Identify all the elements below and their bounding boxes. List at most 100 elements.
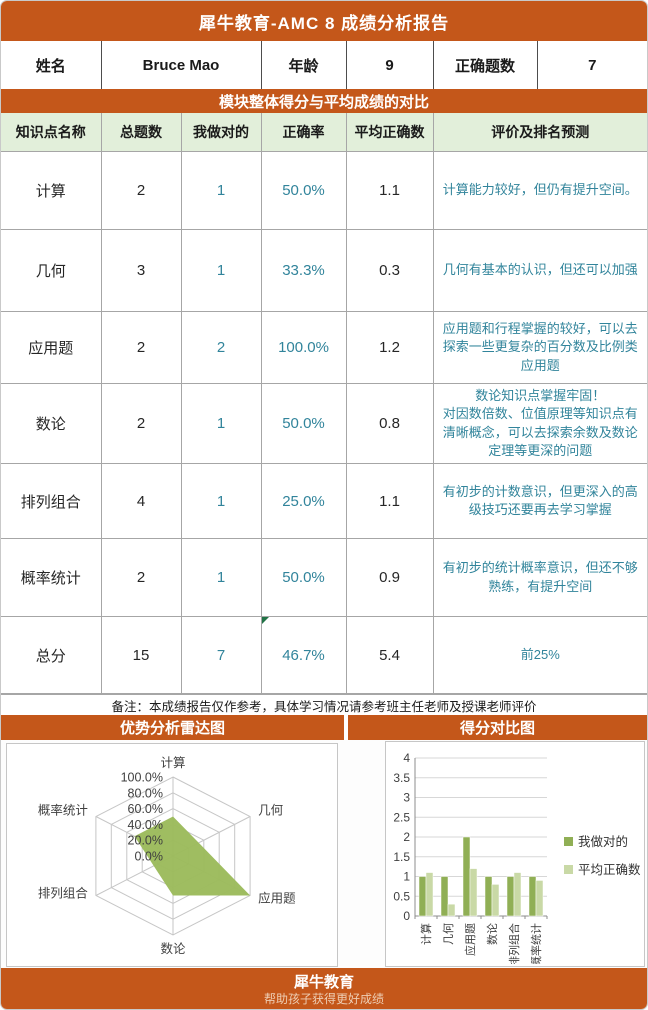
radar-category-label: 计算 bbox=[160, 755, 185, 770]
bar bbox=[535, 880, 544, 917]
correct-count-label: 正确题数 bbox=[432, 41, 537, 89]
rate-cell: 50.0% bbox=[260, 151, 347, 230]
bar bbox=[447, 903, 456, 917]
bar bbox=[469, 868, 478, 917]
footer-slogan: 帮助孩子获得更好成绩 bbox=[263, 992, 384, 1007]
comment-cell: 前25% bbox=[432, 616, 647, 694]
table-row: 应用题 2 2 100.0% 1.2 应用题和行程掌握的较好，可以去探索一些更复杂的百分数… bbox=[1, 311, 647, 384]
bar-chart: 0 0.5 1 1.5 2 2.5 3 3.5 4 计算 几何 应用题 数论 排列组合 概率统计 我做对的平均… bbox=[393, 751, 641, 964]
col-header-mine: 我做对的 bbox=[180, 113, 262, 152]
col-header-comment: 评价及排名预测 bbox=[432, 113, 647, 152]
bar bbox=[528, 876, 537, 917]
bar-ytick-label: 2 bbox=[403, 830, 410, 844]
section-header: 模块整体得分与平均成绩的对比 bbox=[1, 89, 647, 113]
radar-ring-label: 40.0% bbox=[128, 818, 163, 832]
student-info-table: 姓名 Bruce Mao 年龄 9 正确题数 7 bbox=[1, 41, 647, 89]
bar bbox=[491, 884, 500, 917]
comment-cell: 几何有基本的认识，但还可以加强 bbox=[432, 229, 647, 312]
rate-cell: 25.0% bbox=[260, 463, 347, 539]
bar bbox=[513, 872, 522, 917]
legend-swatch bbox=[564, 837, 573, 846]
radar-category-label: 数论 bbox=[160, 941, 186, 956]
comment-cell: 有初步的统计概率意识，但还不够熟练，有提升空间 bbox=[432, 538, 647, 617]
rate-cell: 100.0% bbox=[260, 311, 347, 384]
average-cell: 1.1 bbox=[345, 151, 434, 230]
mine-cell: 1 bbox=[180, 229, 262, 312]
bar bbox=[440, 876, 449, 917]
bar bbox=[418, 876, 427, 917]
table-row: 概率统计 2 1 50.0% 0.9 有初步的统计概率意识，但还不够熟练，有提升空间 bbox=[1, 538, 647, 617]
score-table-body: 计算 2 1 50.0% 1.1 计算能力较好，但仍有提升空间。 几何 3 1 33.3% 0.3 几… bbox=[1, 151, 647, 694]
mine-cell: 1 bbox=[180, 463, 262, 539]
total-cell: 3 bbox=[100, 229, 182, 312]
bar-ytick-label: 4 bbox=[403, 751, 410, 765]
bar-ytick-label: 0 bbox=[403, 909, 410, 923]
radar-chart-title: 优势分析雷达图 bbox=[1, 715, 344, 740]
age-value: 9 bbox=[345, 41, 433, 89]
mine-cell: 7 bbox=[180, 616, 262, 694]
mine-cell: 1 bbox=[180, 151, 262, 230]
chart-section-headers: 优势分析雷达图 得分对比图 bbox=[1, 715, 647, 740]
mine-cell: 2 bbox=[180, 311, 262, 384]
mine-cell: 1 bbox=[180, 538, 262, 617]
comment-cell: 有初步的计数意识，但更深入的高级技巧还要再去学习掌握 bbox=[432, 463, 647, 539]
bar-category-label: 计算 bbox=[419, 923, 433, 945]
bar-ytick-label: 1.5 bbox=[393, 850, 410, 864]
col-header-rate: 正确率 bbox=[260, 113, 347, 152]
footer: 犀牛教育 帮助孩子获得更好成绩 bbox=[1, 968, 647, 1009]
table-row: 总分 15 7 46.7% 5.4 前25% bbox=[1, 616, 647, 694]
topic-cell: 概率统计 bbox=[1, 538, 102, 617]
radar-category-label: 应用题 bbox=[258, 891, 296, 906]
total-cell: 2 bbox=[100, 383, 182, 464]
legend-label: 我做对的 bbox=[578, 834, 628, 849]
page-title: 犀牛教育-AMC 8 成绩分析报告 bbox=[1, 1, 647, 41]
topic-cell: 应用题 bbox=[1, 311, 102, 384]
comment-cell: 应用题和行程掌握的较好，可以去探索一些更复杂的百分数及比例类应用题 bbox=[432, 311, 647, 384]
bar-chart-title: 得分对比图 bbox=[348, 715, 647, 740]
footer-brand: 犀牛教育 bbox=[293, 973, 354, 991]
table-row: 数论 2 1 50.0% 0.8 数论知识点掌握牢固！ 对因数倍数、位值原理等知识点有清晰… bbox=[1, 383, 647, 464]
radar-category-label: 几何 bbox=[258, 803, 284, 818]
radar-ring-label: 60.0% bbox=[128, 802, 163, 816]
legend-label: 平均正确数 bbox=[578, 862, 641, 877]
correct-count-value: 7 bbox=[536, 41, 647, 89]
bar-ytick-label: 3.5 bbox=[393, 771, 410, 785]
average-cell: 0.9 bbox=[345, 538, 434, 617]
bar-category-label: 概率统计 bbox=[529, 923, 543, 964]
bar-category-label: 应用题 bbox=[463, 923, 477, 956]
radar-data-polygon bbox=[134, 816, 251, 896]
comment-cell: 计算能力较好，但仍有提升空间。 bbox=[432, 151, 647, 230]
radar-ring-label: 100.0% bbox=[121, 771, 163, 785]
name-label: 姓名 bbox=[35, 57, 66, 75]
radar-ring-label: 0.0% bbox=[135, 850, 164, 864]
average-cell: 0.8 bbox=[345, 383, 434, 464]
average-cell: 0.3 bbox=[345, 229, 434, 312]
name-value: Bruce Mao bbox=[100, 41, 261, 89]
bar bbox=[425, 872, 434, 917]
topic-cell: 排列组合 bbox=[1, 463, 102, 539]
legend-swatch bbox=[564, 865, 573, 874]
topic-cell: 几何 bbox=[1, 229, 102, 312]
table-row: 计算 2 1 50.0% 1.1 计算能力较好，但仍有提升空间。 bbox=[1, 151, 647, 230]
cell-corner-marker bbox=[261, 617, 269, 624]
bar-chart-panel: 0 0.5 1 1.5 2 2.5 3 3.5 4 计算 几何 应用题 数论 排列组合 概率统计 我做对的 平均… bbox=[385, 741, 645, 967]
col-header-topic: 知识点名称 bbox=[1, 113, 102, 152]
radar-chart-panel: 100.0% 80.0% 60.0% 40.0% 20.0% 0.0% 计算 几何 应用题 数论 排… bbox=[6, 743, 338, 967]
bar bbox=[462, 836, 471, 917]
mine-cell: 1 bbox=[180, 383, 262, 464]
radar-ring-label: 80.0% bbox=[128, 786, 163, 800]
rate-cell: 50.0% bbox=[260, 383, 347, 464]
bar-ytick-label: 1 bbox=[403, 870, 410, 884]
bar bbox=[506, 876, 515, 917]
report-note: 备注：本成绩报告仅作参考，具体学习情况请参考班主任老师及授课老师评价 bbox=[1, 694, 647, 715]
total-cell: 4 bbox=[100, 463, 182, 539]
bar-category-label: 排列组合 bbox=[507, 923, 521, 964]
average-cell: 1.1 bbox=[345, 463, 434, 539]
table-row: 排列组合 4 1 25.0% 1.1 有初步的计数意识，但更深入的高级技巧还要再去学习掌握 bbox=[1, 463, 647, 539]
rate-cell: 50.0% bbox=[260, 538, 347, 617]
bar-ytick-label: 3 bbox=[403, 791, 410, 805]
total-cell: 2 bbox=[100, 151, 182, 230]
score-table-header-row: 知识点名称 总题数 我做对的 正确率 平均正确数 评价及排名预测 bbox=[1, 113, 647, 152]
student-info-row: 姓名 Bruce Mao 年龄 9 正确题数 7 bbox=[1, 41, 647, 89]
